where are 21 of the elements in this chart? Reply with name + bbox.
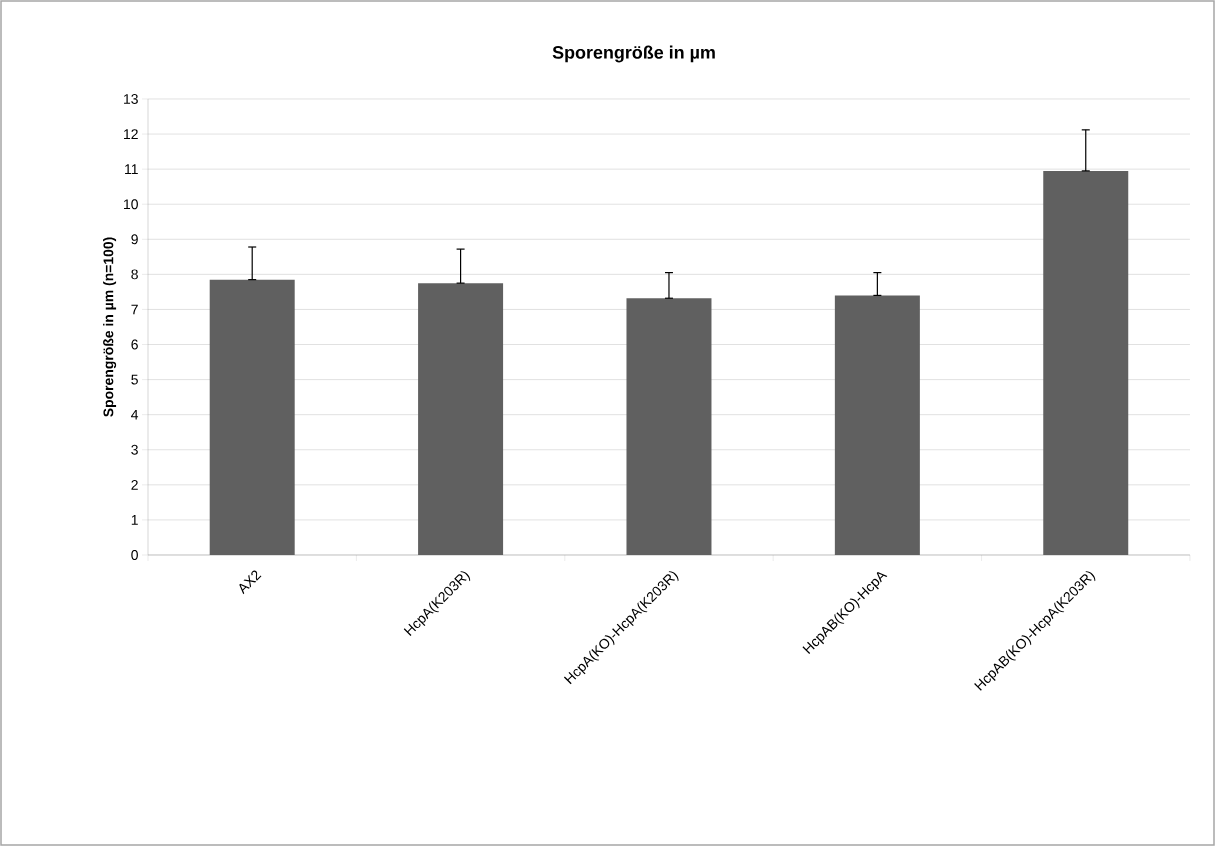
y-tick-label: 8 bbox=[131, 269, 138, 280]
chart-title: Sporengröße in µm bbox=[552, 45, 715, 63]
y-tick-label: 12 bbox=[124, 129, 138, 139]
bar bbox=[834, 295, 920, 555]
y-tick-label: 1 bbox=[131, 515, 138, 525]
y-tick-label: 0 bbox=[131, 550, 138, 560]
y-tick-label: 9 bbox=[131, 234, 138, 245]
y-tick-label: 13 bbox=[124, 94, 138, 104]
y-tick-label: 11 bbox=[125, 164, 138, 174]
y-tick-label: 7 bbox=[131, 304, 138, 315]
bar bbox=[209, 279, 295, 555]
y-tick-label: 2 bbox=[131, 479, 138, 490]
y-tick-label: 10 bbox=[124, 199, 138, 210]
bar bbox=[626, 298, 712, 555]
bar bbox=[1043, 170, 1129, 555]
y-axis-title: Sporengröße in µm (n=100) bbox=[103, 237, 117, 417]
y-tick-label: 5 bbox=[131, 374, 138, 385]
y-tick-label: 3 bbox=[131, 444, 138, 455]
bar bbox=[418, 283, 504, 555]
y-tick-label: 4 bbox=[131, 409, 139, 420]
y-tick-label: 6 bbox=[131, 339, 138, 350]
